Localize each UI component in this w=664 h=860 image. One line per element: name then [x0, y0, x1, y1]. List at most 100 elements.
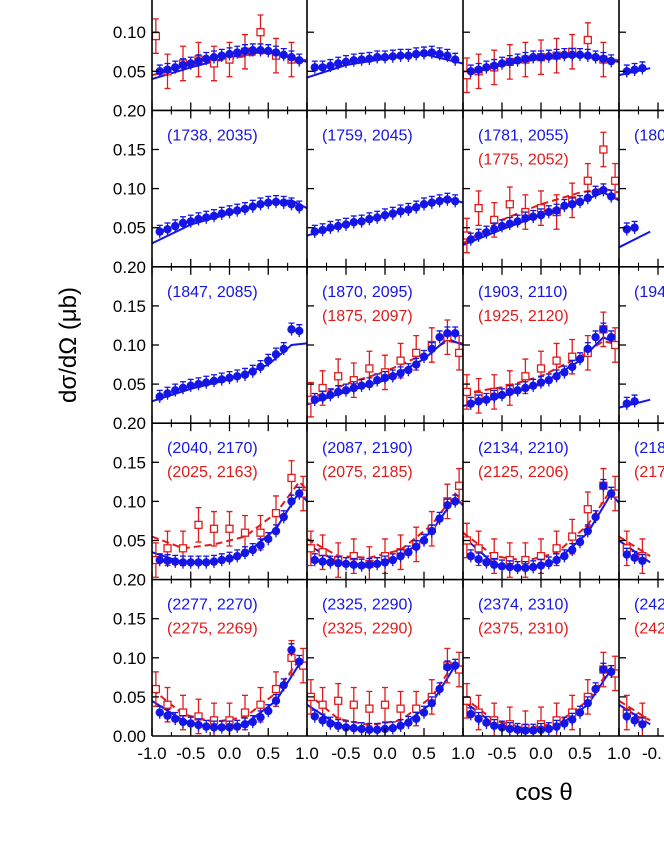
blue-data-point: [155, 227, 164, 236]
red-data-point: [349, 700, 358, 709]
panel-label-red: (1775, 2052): [478, 151, 569, 168]
x-tick-label: 0.0: [529, 744, 553, 763]
panel-r2-c2: (1903, 2110) (1925, 2120): [463, 284, 619, 414]
blue-data-point: [310, 395, 319, 404]
red-data-point: [256, 700, 265, 709]
blue-data-point: [341, 386, 351, 395]
x-tick-label: 0.5: [256, 744, 280, 763]
x-tick-label: -0.5: [176, 744, 205, 763]
blue-data-point: [427, 698, 436, 708]
x-tick-label: -1.0: [137, 744, 166, 763]
blue-data-point: [497, 390, 507, 400]
blue-data-point: [186, 558, 195, 567]
blue-data-point: [365, 725, 374, 734]
blue-data-point: [521, 563, 530, 573]
blue-data-point: [233, 551, 242, 561]
blue-data-point: [490, 225, 499, 234]
blue-data-point: [171, 714, 180, 723]
blue-data-point: [233, 372, 242, 381]
red-data-point: [334, 372, 343, 381]
panel-r2-c0: (1847, 2085): [152, 284, 307, 403]
blue-data-point: [622, 225, 631, 234]
blue-data-point: [575, 197, 585, 207]
blue-data-point: [171, 557, 180, 566]
blue-data-point: [607, 332, 616, 342]
blue-data-point: [443, 195, 452, 204]
blue-data-point: [186, 719, 195, 728]
blue-data-point: [310, 555, 319, 565]
y-tick-label: 0.10: [113, 492, 146, 511]
red-data-point: [463, 696, 472, 705]
blue-data-point: [536, 561, 546, 570]
red-data-point: [163, 700, 172, 709]
blue-data-point: [233, 722, 242, 731]
panel-label-red: (1875, 2097): [322, 308, 413, 325]
red-data-point: [552, 544, 561, 553]
blue-data-point: [552, 51, 561, 60]
panel-label-red: (2025, 2163): [167, 464, 258, 481]
blue-data-point: [380, 210, 390, 220]
blue-data-point: [326, 719, 335, 728]
red-data-point: [318, 548, 327, 557]
blue-data-point: [318, 557, 327, 566]
blue-data-point: [482, 63, 491, 72]
blue-data-point: [248, 45, 257, 55]
blue-data-point: [404, 548, 413, 557]
panel-r2-c1: (1870, 2095) (1875, 2097): [307, 284, 463, 418]
blue-data-point: [318, 716, 327, 725]
blue-data-point: [271, 526, 281, 536]
blue-data-point: [497, 59, 507, 68]
x-tick-label: 1.0: [607, 744, 631, 763]
panel-label-red: (217: [634, 464, 664, 481]
x-tick-labels: -1.0 -0.5 0.0 0.5 1.0 -0.5 0.0 0.5 1.0 -0.5 0.0 0.5…: [137, 744, 661, 763]
blue-data-point: [482, 558, 491, 567]
blue-data-point: [202, 558, 211, 567]
blue-data-point: [443, 501, 452, 510]
red-data-point: [412, 704, 421, 713]
red-data-point: [610, 176, 619, 185]
blue-data-point: [271, 197, 281, 207]
blue-data-point: [295, 489, 304, 498]
blue-data-point: [451, 196, 460, 206]
panels-layer: (1625, 1982) (1675, 2006) (1738, 2035) (175…: [152, 14, 664, 736]
y-tick-label: 0.10: [113, 180, 146, 199]
blue-data-point: [209, 53, 219, 62]
blue-data-point: [295, 657, 304, 666]
blue-data-point: [225, 723, 234, 732]
panel-label-blue: (218: [634, 440, 664, 457]
red-data-point: [396, 356, 405, 365]
blue-data-point: [583, 526, 592, 536]
blue-data-point: [599, 665, 608, 674]
blue-data-point: [341, 723, 351, 732]
blue-data-point: [536, 53, 546, 62]
blue-data-point: [482, 395, 491, 404]
blue-data-point: [264, 534, 273, 544]
blue-data-point: [474, 555, 483, 564]
blue-data-point: [427, 48, 436, 57]
panel-label-blue: (180: [634, 127, 664, 144]
blue-data-point: [217, 209, 226, 218]
blue-data-point: [552, 722, 561, 731]
blue-data-point: [404, 718, 413, 727]
blue-data-point: [474, 65, 483, 74]
red-data-point: [256, 528, 265, 537]
blue-data-point: [256, 45, 265, 55]
panel-r0-c3: [619, 61, 651, 78]
x-tick-label: 0.0: [218, 744, 242, 763]
panel-r3-c3: (218 (217: [619, 440, 664, 574]
blue-data-point: [194, 379, 203, 389]
blue-data-point: [575, 708, 585, 717]
blue-data-point: [373, 725, 382, 734]
panel-r0-c2: (1675, 2006): [463, 22, 619, 94]
blue-data-point: [560, 201, 569, 211]
blue-data-point: [396, 721, 405, 731]
y-tick-label: 0.05: [113, 62, 146, 81]
blue-data-point: [217, 723, 226, 732]
blue-data-point: [505, 724, 514, 734]
blue-data-point: [365, 54, 374, 63]
blue-data-point: [404, 205, 413, 214]
blue-data-point: [404, 365, 413, 375]
panel-r2-c3: (194: [619, 284, 664, 410]
panel-r4-c1: (2325, 2290) (2325, 2290): [307, 597, 463, 736]
blue-data-point: [560, 50, 569, 60]
